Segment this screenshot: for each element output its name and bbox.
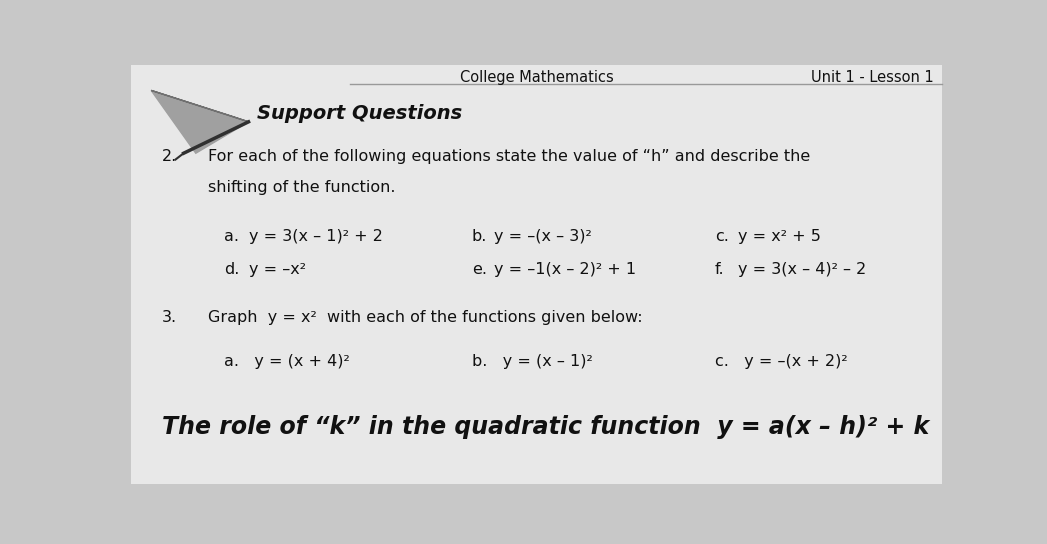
Text: 3.: 3. [161,310,177,325]
Text: Graph  y = x²  with each of the functions given below:: Graph y = x² with each of the functions … [208,310,643,325]
Text: a.: a. [224,228,239,244]
Text: Unit 1 - Lesson 1: Unit 1 - Lesson 1 [811,70,934,85]
Text: c.: c. [715,228,729,244]
Text: The role of “k” in the quadratic function  y = a(x – h)² + k: The role of “k” in the quadratic functio… [161,415,929,439]
Text: c.   y = –(x + 2)²: c. y = –(x + 2)² [715,354,848,369]
Text: Support Questions: Support Questions [257,104,462,123]
Polygon shape [151,90,248,122]
Text: a.   y = (x + 4)²: a. y = (x + 4)² [224,354,350,369]
Text: y = 3(x – 1)² + 2: y = 3(x – 1)² + 2 [248,228,382,244]
Text: College Mathematics: College Mathematics [460,70,614,85]
Text: y = –1(x – 2)² + 1: y = –1(x – 2)² + 1 [494,262,637,277]
Text: f.: f. [715,262,725,277]
Text: y = –x²: y = –x² [248,262,306,277]
Text: d.: d. [224,262,240,277]
Text: shifting of the function.: shifting of the function. [208,181,396,195]
FancyBboxPatch shape [131,65,942,484]
Text: 2.: 2. [161,149,177,164]
Text: y = –(x – 3)²: y = –(x – 3)² [494,228,593,244]
Text: b.: b. [471,228,487,244]
Text: e.: e. [471,262,487,277]
Text: b.   y = (x – 1)²: b. y = (x – 1)² [471,354,593,369]
Text: y = x² + 5: y = x² + 5 [738,228,821,244]
Text: y = 3(x – 4)² – 2: y = 3(x – 4)² – 2 [738,262,866,277]
Text: For each of the following equations state the value of “h” and describe the: For each of the following equations stat… [208,149,810,164]
Polygon shape [151,90,248,153]
